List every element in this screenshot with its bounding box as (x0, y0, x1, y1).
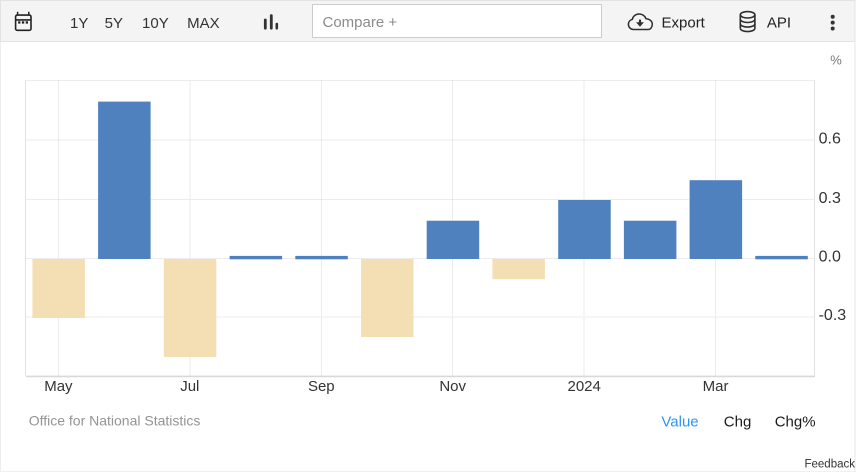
svg-text:Export: Export (662, 15, 706, 32)
svg-text:Sep: Sep (308, 378, 335, 395)
svg-text:Mar: Mar (703, 378, 729, 395)
svg-text:Value: Value (661, 414, 698, 431)
svg-text:0.6: 0.6 (819, 131, 841, 148)
svg-text:5Y: 5Y (105, 15, 123, 32)
svg-text:1Y: 1Y (70, 15, 88, 32)
svg-text:Chg: Chg (724, 414, 752, 431)
svg-text:Nov: Nov (439, 378, 466, 395)
svg-text:-0.3: -0.3 (819, 307, 847, 324)
svg-text:Feedback: Feedback (804, 459, 855, 471)
svg-text:2024: 2024 (568, 378, 601, 395)
svg-text:Jul: Jul (180, 378, 199, 395)
svg-text:0.0: 0.0 (819, 249, 841, 266)
svg-text:API: API (767, 15, 791, 32)
svg-text:May: May (44, 378, 73, 395)
svg-text:%: % (830, 52, 842, 67)
svg-text:Office for National Statistics: Office for National Statistics (29, 413, 201, 429)
svg-text:10Y: 10Y (142, 15, 169, 32)
svg-text:Compare +: Compare + (323, 14, 398, 31)
svg-text:MAX: MAX (187, 15, 220, 32)
svg-text:0.3: 0.3 (819, 190, 841, 207)
svg-text:Chg%: Chg% (775, 414, 816, 431)
